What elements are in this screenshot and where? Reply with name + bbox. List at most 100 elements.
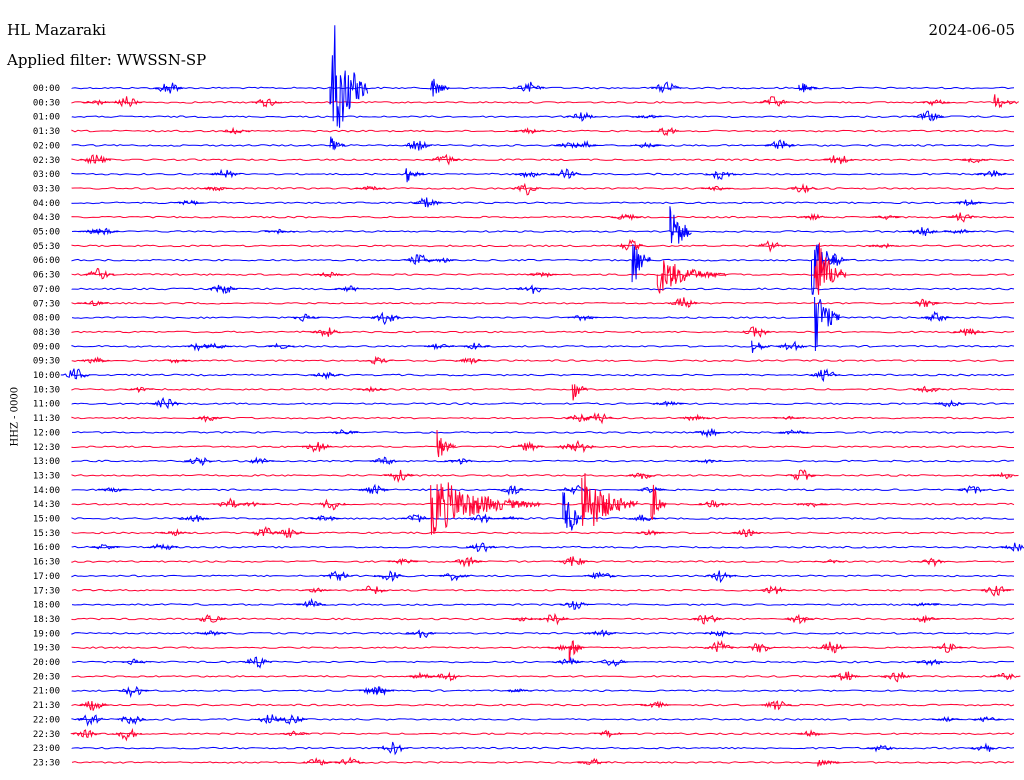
event-9 [656, 260, 727, 294]
time-labels: 00:00 00:30 01:00 01:30 02:00 02:30 03:00 03:30… [33, 84, 60, 768]
time-label-1100: 11:00 [33, 400, 60, 410]
time-label-1200: 12:00 [33, 428, 60, 438]
time-label-0500: 05:00 [33, 228, 60, 238]
event-18 [562, 492, 582, 531]
trace-row-1330 [71, 469, 1019, 484]
time-label-0600: 06:00 [33, 256, 60, 266]
time-label-1900: 19:00 [33, 629, 60, 639]
time-label-1700: 17:00 [33, 572, 60, 582]
trace-row-0530 [71, 238, 1015, 253]
time-label-0100: 01:00 [33, 113, 60, 123]
time-label-0830: 08:30 [33, 328, 60, 338]
trace-row-0000 [71, 81, 1015, 94]
time-label-2030: 20:30 [33, 672, 60, 682]
event-6 [669, 206, 692, 244]
trace-row-0500 [71, 227, 1015, 237]
event-4 [329, 136, 346, 151]
trace-row-0730 [71, 297, 1015, 308]
trace-row-2230 [70, 727, 1015, 742]
trace-row-0230 [71, 153, 1015, 166]
event-13 [571, 384, 588, 401]
event-12 [751, 340, 771, 353]
event-17 [650, 484, 667, 521]
event-10 [814, 242, 847, 295]
trace-row-2200 [71, 714, 1015, 727]
trace-row-1230 [71, 439, 1014, 454]
trace-row-2300 [71, 741, 1015, 756]
trace-row-1900 [71, 629, 1015, 639]
time-label-2100: 21:00 [33, 687, 60, 697]
trace-row-1200 [72, 428, 1015, 439]
time-label-1300: 13:00 [33, 457, 60, 467]
trace-row-1130 [71, 412, 1015, 425]
time-label-1600: 16:00 [33, 543, 60, 553]
trace-row-0700 [71, 284, 1015, 295]
time-label-0900: 09:00 [33, 342, 60, 352]
trace-row-1630 [71, 556, 1015, 568]
time-label-0000: 00:00 [33, 84, 60, 94]
event-14 [436, 429, 456, 458]
time-label-2000: 20:00 [33, 658, 60, 668]
trace-row-0400 [71, 197, 1015, 208]
event-19 [568, 640, 585, 661]
time-label-1630: 16:30 [33, 558, 60, 568]
time-label-0630: 06:30 [33, 271, 60, 281]
event-2 [798, 83, 818, 93]
time-label-1000: 10:00 [33, 371, 60, 381]
event-16 [581, 473, 638, 527]
time-label-0400: 04:00 [33, 199, 60, 209]
trace-row-0900 [71, 340, 1015, 352]
time-label-2330: 23:30 [33, 758, 60, 768]
event-5 [405, 168, 425, 183]
event-3 [993, 94, 1020, 109]
trace-row-1730 [71, 585, 1015, 597]
time-label-0030: 00:30 [33, 98, 60, 108]
time-label-0330: 03:30 [33, 184, 60, 194]
time-label-0800: 08:00 [33, 314, 60, 324]
trace-row-2130 [71, 700, 1015, 711]
trace-row-1030 [71, 385, 1015, 394]
time-label-0430: 04:30 [33, 213, 60, 223]
time-label-0230: 02:30 [33, 156, 60, 166]
time-label-0130: 01:30 [33, 127, 60, 137]
trace-row-2000 [71, 656, 1014, 669]
trace-row-0430 [71, 212, 1015, 223]
trace-row-1530 [71, 526, 1015, 538]
trace-row-1300 [71, 456, 1015, 467]
event-1 [430, 78, 450, 97]
time-label-1730: 17:30 [33, 586, 60, 596]
trace-row-0300 [71, 168, 1015, 181]
trace-row-2100 [71, 685, 1015, 699]
time-label-2200: 22:00 [33, 715, 60, 725]
filter-label: Applied filter: WWSSN-SP [7, 51, 207, 69]
trace-row-0930 [71, 355, 1015, 366]
time-label-2300: 23:00 [33, 744, 60, 754]
time-label-1400: 14:00 [33, 486, 60, 496]
event-7 [631, 244, 651, 283]
time-label-0930: 09:30 [33, 357, 60, 367]
time-label-0730: 07:30 [33, 299, 60, 309]
trace-row-0130 [71, 126, 1015, 137]
trace-row-1830 [71, 612, 1015, 626]
trace-row-1930 [71, 639, 1015, 654]
time-label-1230: 12:30 [33, 443, 60, 453]
event-15 [430, 482, 541, 535]
event-20 [817, 759, 840, 767]
trace-row-1000 [60, 368, 1015, 383]
time-label-1800: 18:00 [33, 601, 60, 611]
time-label-1030: 10:30 [33, 385, 60, 395]
trace-row-0330 [71, 182, 1015, 196]
trace-row-0630 [71, 267, 1015, 280]
time-label-1430: 14:30 [33, 500, 60, 510]
trace-row-0030 [71, 96, 1015, 108]
trace-row-0200 [71, 139, 1015, 151]
trace-row-2330 [71, 756, 1015, 766]
time-label-0700: 07:00 [33, 285, 60, 295]
trace-row-1800 [71, 597, 1015, 610]
event-0 [329, 25, 369, 128]
time-label-0200: 02:00 [33, 141, 60, 151]
event-11 [814, 296, 840, 352]
time-label-2130: 21:30 [33, 701, 60, 711]
time-label-1830: 18:30 [33, 615, 60, 625]
time-label-1330: 13:30 [33, 471, 60, 481]
